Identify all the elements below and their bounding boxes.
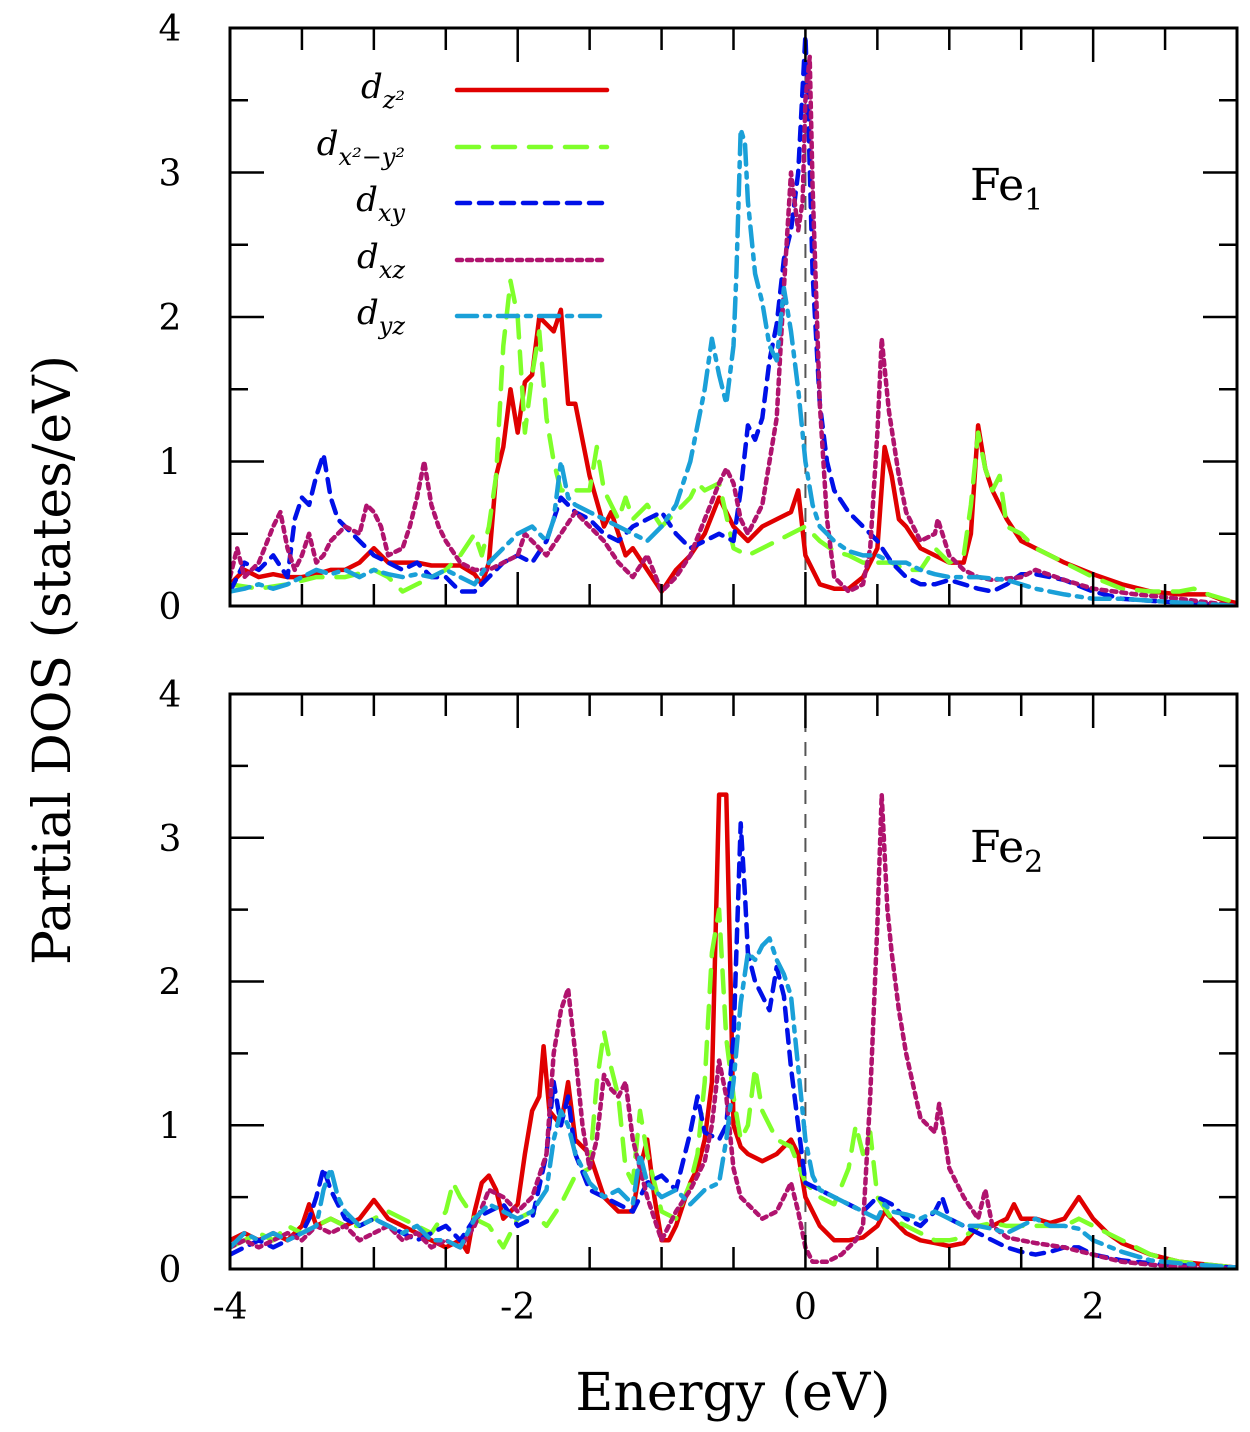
y-tick-label: 1 (159, 443, 182, 484)
y-tick-label: 3 (159, 819, 182, 860)
y-tick-label: 4 (159, 9, 182, 50)
y-tick-label: 3 (159, 154, 182, 195)
x-tick-label: -2 (500, 1287, 535, 1328)
series-line-dxy (230, 821, 1237, 1269)
series-line-dyz (230, 936, 1237, 1269)
series-line-dx2y2 (230, 278, 1237, 606)
panel-label: Fe1 (970, 160, 1043, 218)
legend-label-dz2: dz² (361, 67, 405, 114)
y-axis-title: Partial DOS (states/eV) (23, 355, 83, 965)
series-group (230, 792, 1237, 1269)
x-axis-title: Energy (eV) (575, 1363, 890, 1423)
y-tick-label: 4 (159, 675, 182, 716)
y-tick-label: 2 (159, 298, 182, 339)
panel-fe2: 0 1 2 3 4 -4 -2 0 2 Fe2 (159, 675, 1239, 1328)
legend-label-dx2y2: dx²−y² (317, 124, 405, 171)
panel-fe1: 0 1 2 3 4 Fe1 (159, 9, 1239, 628)
legend-label-dyz: dyz (357, 293, 405, 340)
legend-label-dxz: dxz (357, 237, 405, 284)
legend-label-dxy: dxy (356, 180, 405, 227)
x-tick-label: 0 (794, 1287, 817, 1328)
y-tick-label: 0 (159, 1250, 182, 1291)
series-line-dxz (230, 792, 1237, 1269)
series-group (230, 32, 1237, 606)
panel-label: Fe2 (970, 822, 1043, 880)
x-tick-label: -4 (212, 1287, 247, 1328)
series-line-dyz (230, 126, 1237, 606)
x-tick-label: 2 (1082, 1287, 1105, 1328)
y-tick-label: 0 (159, 587, 182, 628)
series-line-dx2y2 (230, 907, 1237, 1269)
legend: dz² dx²−y² dxy dxz dyz (317, 67, 610, 340)
y-tick-label: 1 (159, 1106, 182, 1147)
y-tick-label: 2 (159, 963, 182, 1004)
series-line-dxz (230, 54, 1237, 606)
